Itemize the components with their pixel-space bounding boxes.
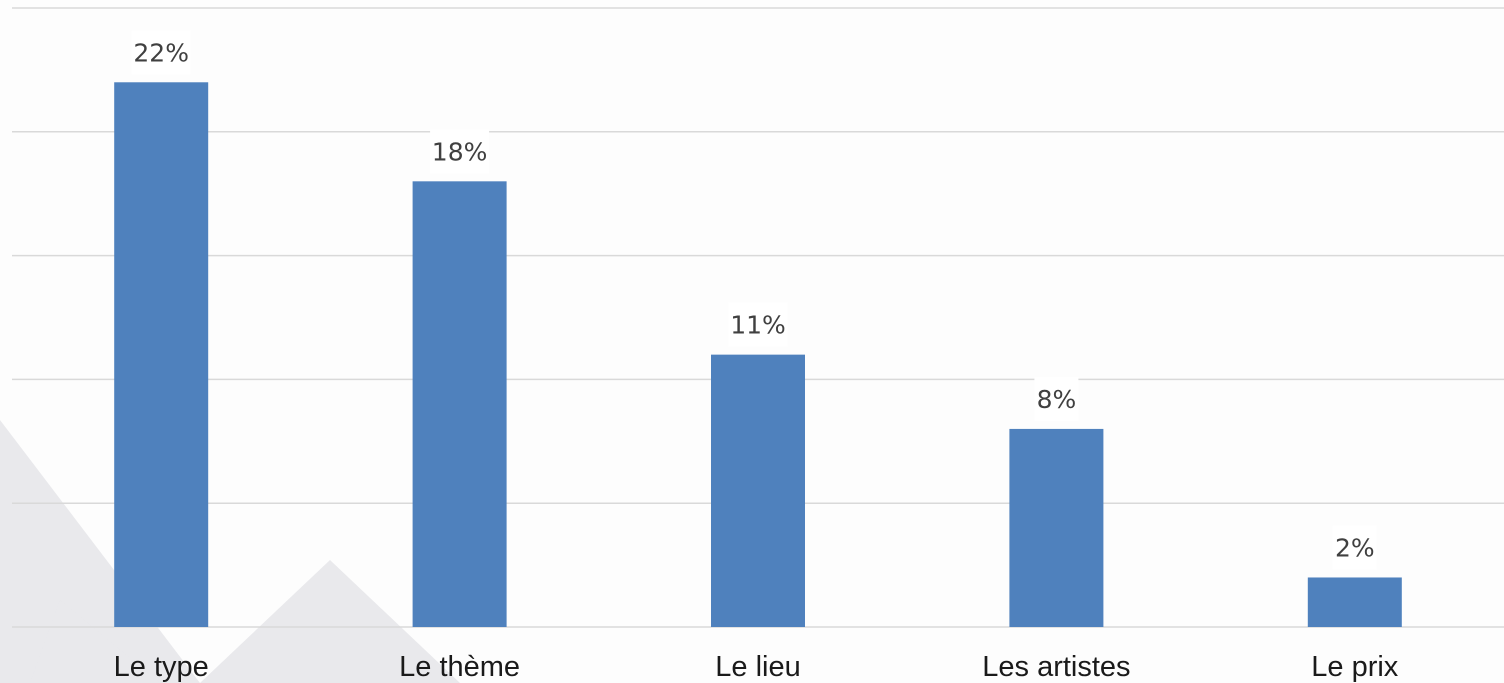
category-label-0: Le type [114, 651, 209, 683]
category-labels: Le type Le thème Le lieu Les artistes Le pri… [114, 651, 1399, 683]
category-label-2: Le lieu [715, 651, 800, 683]
bar-2 [711, 354, 805, 627]
data-label-background-3 [1034, 376, 1079, 421]
data-label-4: 2% [1335, 533, 1375, 562]
data-label-3: 8% [1037, 385, 1077, 414]
category-label-3: Les artistes [982, 651, 1130, 683]
data-label-background-4 [1332, 525, 1377, 570]
bar-1 [412, 181, 507, 627]
category-label-4: Le prix [1311, 651, 1399, 683]
background-decoration [0, 420, 460, 683]
category-label-1: Le thème [399, 651, 520, 683]
bar-4 [1307, 577, 1402, 627]
data-label-2: 11% [730, 311, 786, 340]
bars [114, 82, 1402, 627]
data-label-background-0 [131, 30, 191, 75]
data-label-0: 22% [133, 38, 189, 67]
data-label-background-2 [728, 302, 788, 347]
data-labels: 22% 18% 11% 8% 2% [131, 30, 1377, 570]
data-label-background-1 [430, 129, 490, 174]
bar-0 [114, 82, 209, 627]
bar-3 [1009, 428, 1104, 627]
data-label-1: 18% [432, 137, 488, 166]
